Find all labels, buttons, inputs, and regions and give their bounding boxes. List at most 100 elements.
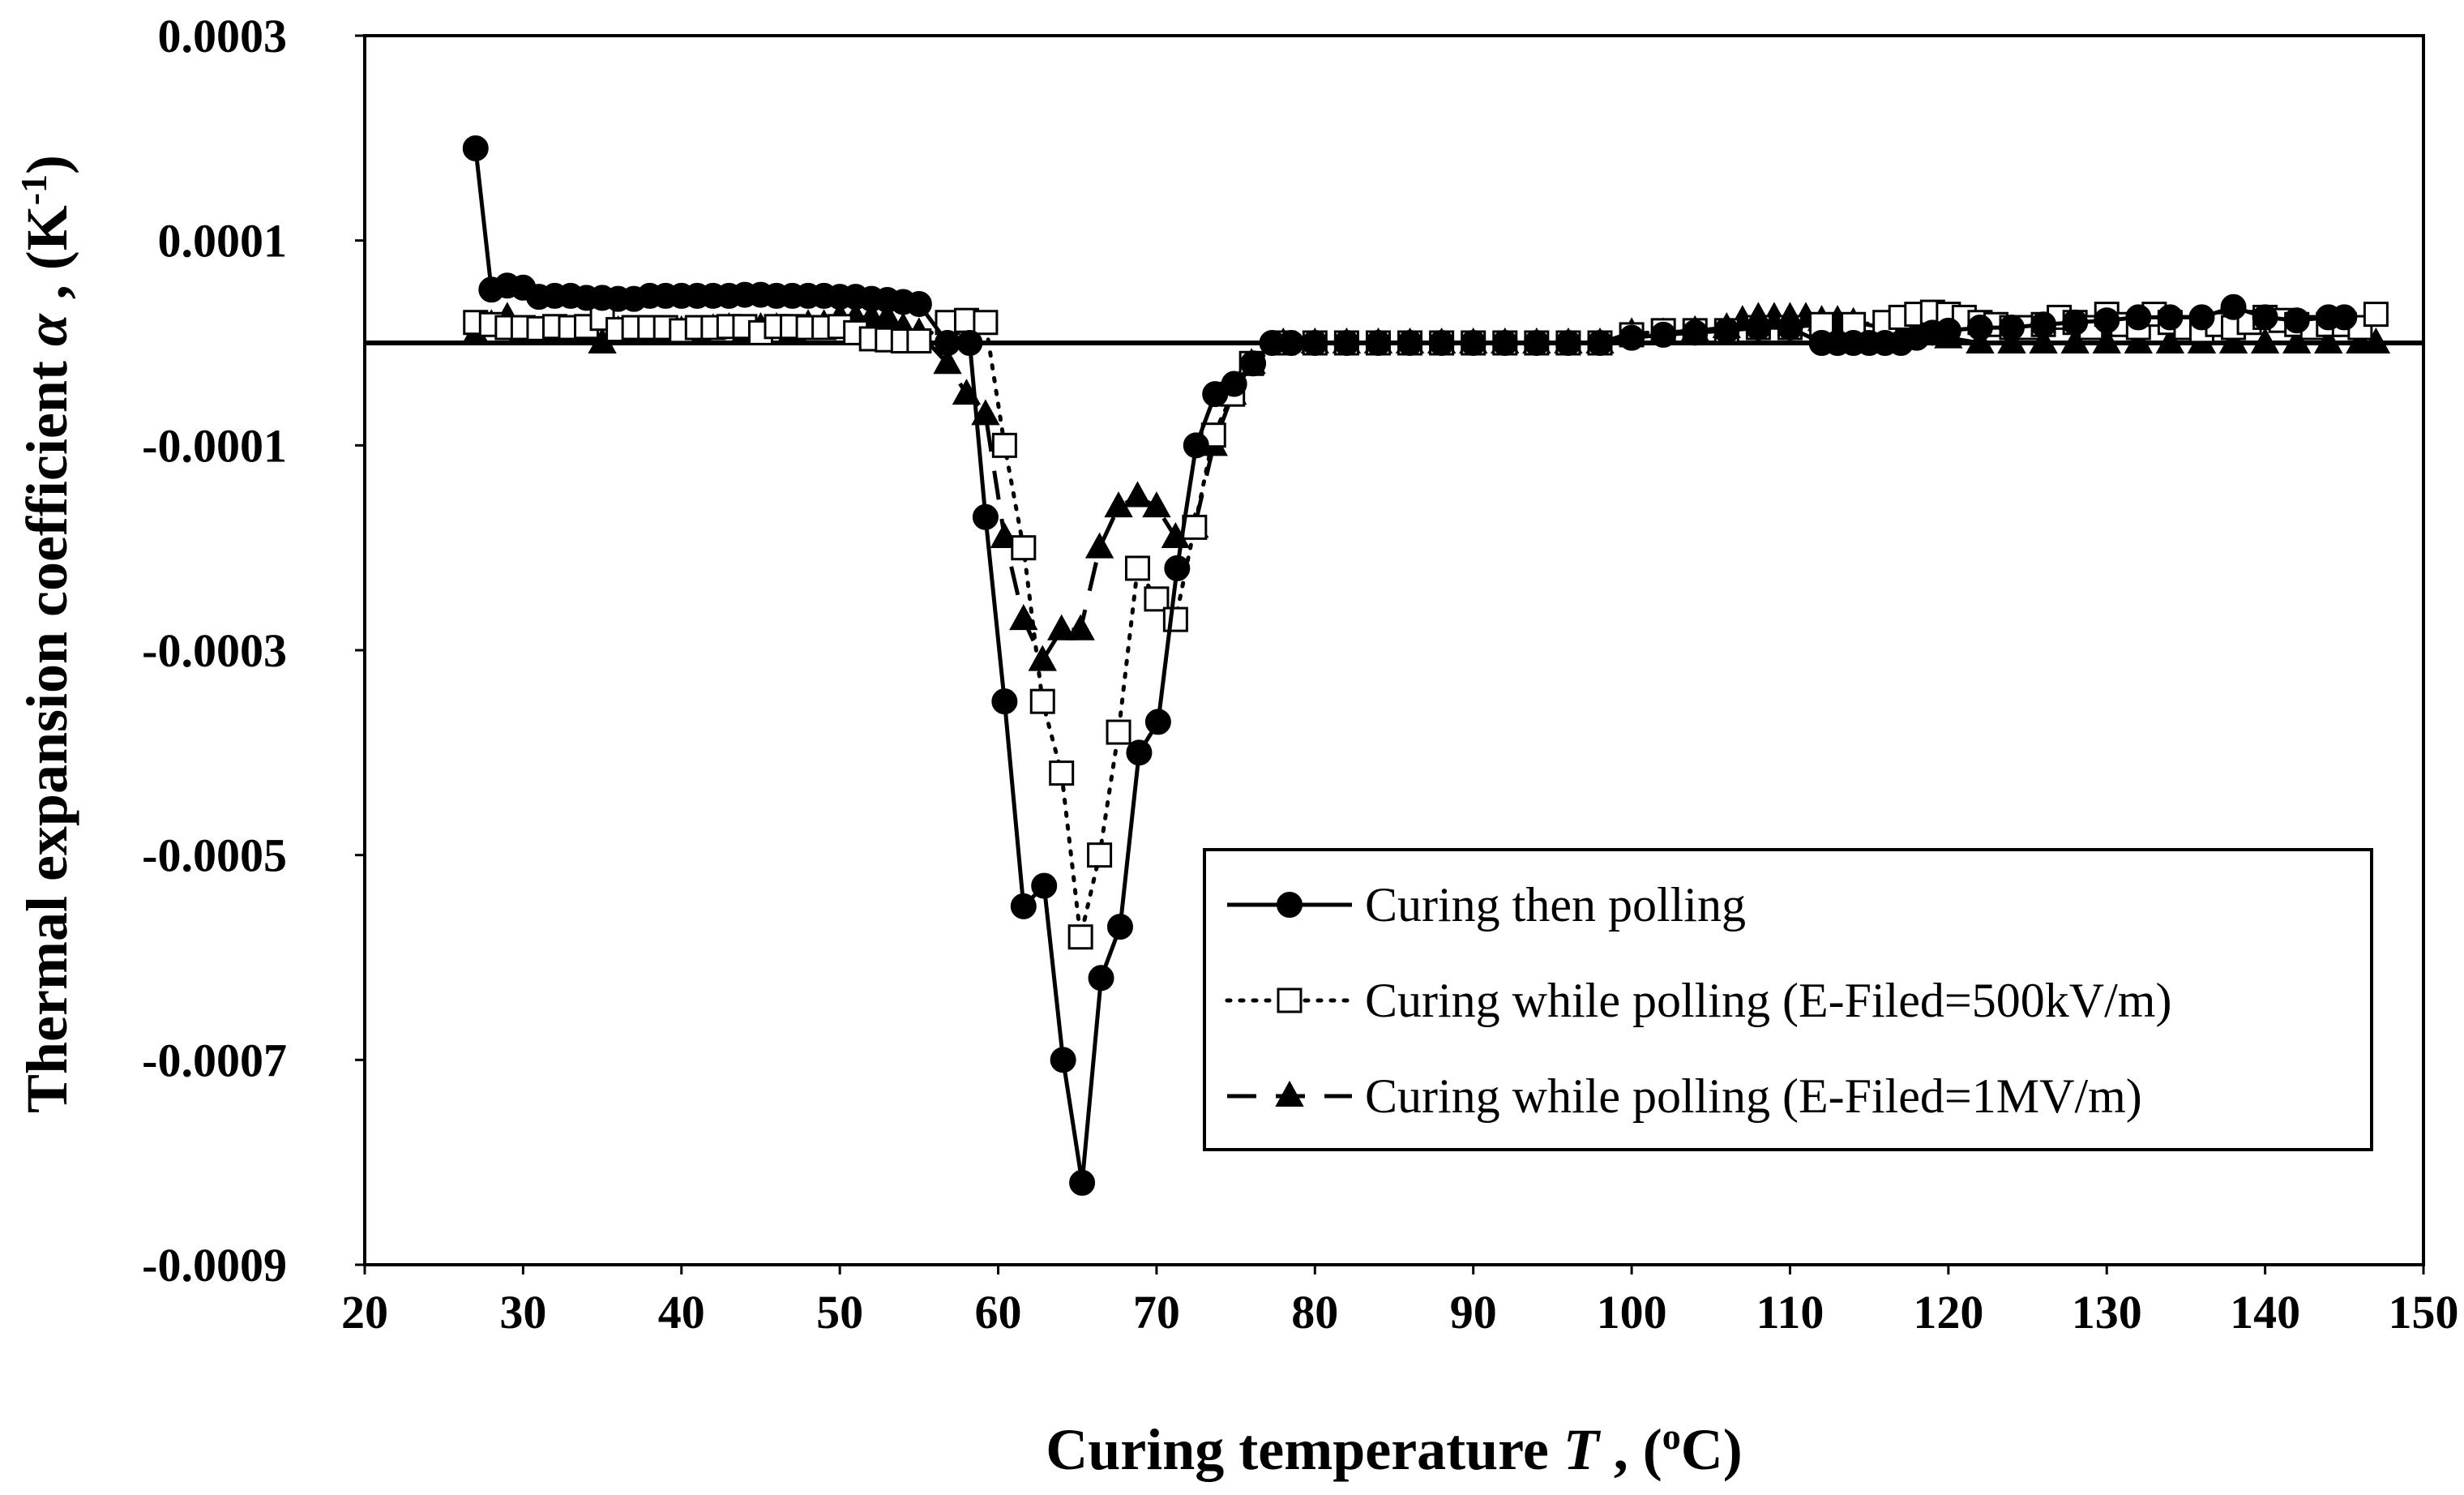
- legend-label: Curing while polling (E-Filed=500kV/m): [1365, 974, 2171, 1027]
- data-point: [906, 328, 932, 353]
- x-axis-title: Curing temperature T , (oC): [1046, 1416, 1743, 1483]
- data-point: [1333, 330, 1360, 356]
- data-point: [2282, 327, 2312, 353]
- data-point: [2060, 327, 2090, 353]
- data-point: [1011, 535, 1037, 561]
- x-tick-label: 80: [1291, 1286, 1338, 1339]
- data-point: [1123, 481, 1153, 508]
- data-point: [1278, 330, 1304, 356]
- data-point: [2363, 302, 2389, 328]
- data-point: [2361, 327, 2391, 353]
- data-point: [1046, 614, 1076, 640]
- data-point: [1650, 321, 1677, 348]
- data-point: [1240, 350, 1267, 377]
- y-tick-label: -0.0001: [142, 419, 287, 472]
- data-point: [2062, 309, 2089, 336]
- legend-box: [1203, 848, 2373, 1151]
- data-point: [2030, 311, 2057, 338]
- data-point: [1587, 330, 1613, 356]
- data-point: [933, 348, 962, 375]
- data-point: [2188, 304, 2215, 331]
- x-tick-label: 90: [1450, 1286, 1497, 1339]
- data-point: [2331, 304, 2358, 331]
- data-point: [2157, 304, 2184, 331]
- data-point: [2250, 327, 2280, 353]
- data-point: [2125, 304, 2152, 331]
- data-point: [1010, 893, 1037, 919]
- data-point: [1164, 555, 1191, 581]
- data-point: [1999, 315, 2025, 341]
- data-point: [2314, 327, 2343, 353]
- y-tick-label: -0.0007: [142, 1034, 287, 1086]
- data-point: [1302, 330, 1328, 356]
- data-point: [1067, 924, 1093, 950]
- data-point: [1050, 1047, 1076, 1073]
- data-point: [1182, 514, 1208, 540]
- data-point: [1126, 739, 1153, 766]
- data-point: [1142, 491, 1171, 518]
- data-point: [1029, 688, 1055, 714]
- data-point: [1106, 914, 1133, 940]
- legend-marker: [1277, 892, 1303, 918]
- data-point: [1619, 324, 1645, 351]
- data-point: [1009, 604, 1038, 631]
- series-1: [462, 135, 2358, 1196]
- data-point: [873, 302, 902, 328]
- data-point: [1069, 1169, 1096, 1196]
- x-tick-label: 60: [975, 1286, 1022, 1339]
- data-point: [935, 330, 961, 356]
- legend-marker: [1275, 1080, 1304, 1107]
- x-tick-label: 100: [1597, 1286, 1667, 1339]
- data-point: [1491, 330, 1518, 356]
- legend-item: Curing while polling (E-Filed=500kV/m): [1225, 974, 2171, 1027]
- y-tick-label: -0.0003: [142, 624, 287, 677]
- data-point: [1088, 965, 1114, 992]
- data-point: [2124, 327, 2154, 353]
- data-point: [1966, 315, 1993, 341]
- data-point: [991, 432, 1017, 458]
- data-point: [1124, 555, 1150, 581]
- x-tick-label: 110: [1756, 1286, 1824, 1339]
- x-tick-label: 140: [2230, 1286, 2300, 1339]
- data-point: [905, 290, 932, 317]
- data-point: [462, 135, 489, 161]
- data-point: [2029, 327, 2058, 353]
- data-point: [2094, 307, 2120, 334]
- data-point: [973, 310, 999, 336]
- data-point: [1935, 317, 1961, 344]
- data-point: [1682, 319, 1709, 346]
- y-tick-label: -0.0005: [142, 829, 287, 882]
- data-point: [972, 503, 999, 530]
- legend-item: Curing then polling: [1227, 878, 1746, 932]
- y-axis-title: Thermal expansion coefficient α , (K-1): [13, 155, 80, 1113]
- x-tick-label: 20: [341, 1286, 388, 1339]
- x-tick-label: 40: [658, 1286, 705, 1339]
- data-point: [1221, 371, 1247, 397]
- x-tick-label: 130: [2072, 1286, 2142, 1339]
- data-point: [1745, 315, 1772, 341]
- data-point: [1106, 719, 1131, 745]
- data-point: [1144, 709, 1171, 735]
- data-point: [1066, 614, 1095, 640]
- y-tick-label: -0.0009: [142, 1239, 287, 1292]
- data-point: [956, 330, 983, 356]
- legend-marker: [1277, 987, 1303, 1013]
- data-point: [1084, 532, 1114, 559]
- data-point: [2283, 307, 2310, 334]
- data-point: [1049, 760, 1075, 786]
- data-point: [1966, 327, 1995, 353]
- x-tick-label: 120: [1913, 1286, 1983, 1339]
- data-point: [1555, 330, 1581, 356]
- data-point: [1144, 586, 1170, 612]
- data-point: [2252, 304, 2278, 331]
- legend-item: Curing while polling (E-Filed=1MV/m): [1227, 1069, 2142, 1123]
- legend-label: Curing while polling (E-Filed=1MV/m): [1365, 1069, 2142, 1123]
- data-point: [1523, 330, 1550, 356]
- y-tick-label: 0.0003: [158, 10, 288, 62]
- x-tick-label: 50: [816, 1286, 863, 1339]
- x-tick-label: 150: [2389, 1286, 2459, 1339]
- x-tick-label: 70: [1133, 1286, 1180, 1339]
- x-tick-label: 30: [499, 1286, 546, 1339]
- data-point: [1997, 327, 2026, 353]
